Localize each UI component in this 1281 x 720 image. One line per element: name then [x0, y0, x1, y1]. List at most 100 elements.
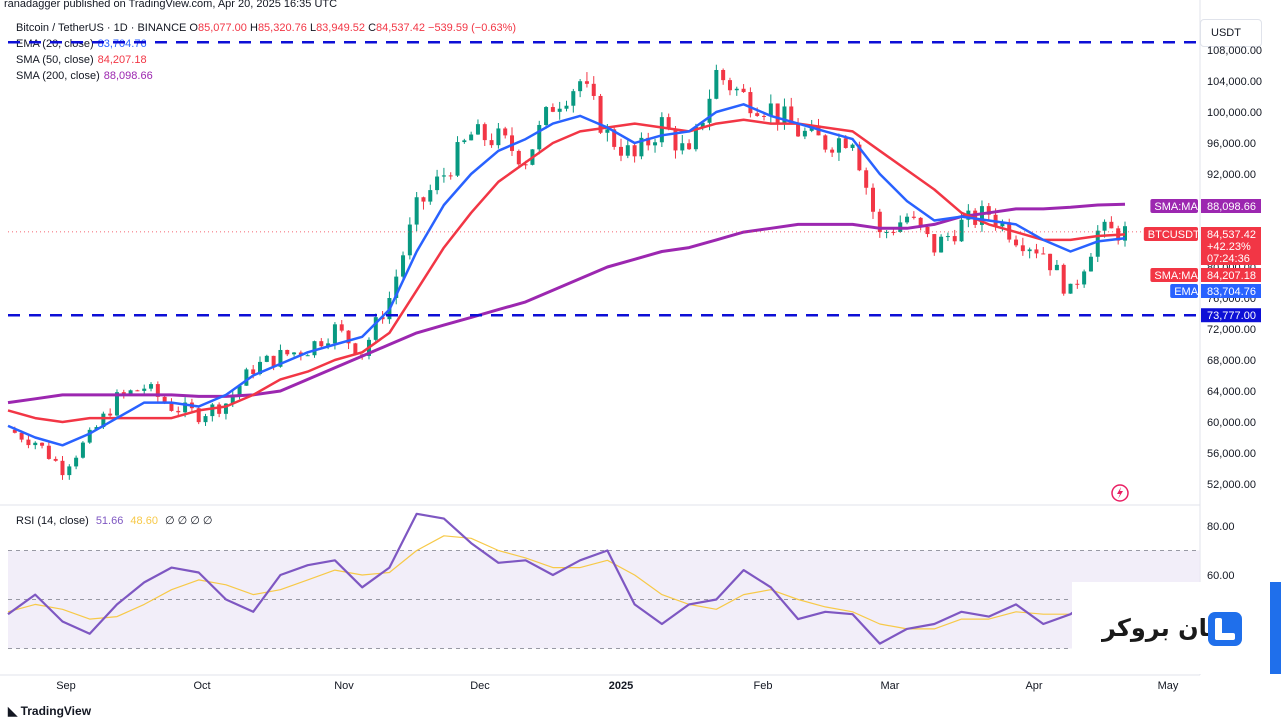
btcusdt-price-tag-value: 07:24:36 [1207, 253, 1250, 265]
candle-body [217, 404, 222, 414]
candle-body [1048, 253, 1053, 271]
candle-body [176, 410, 181, 413]
time-tick-label: May [1158, 680, 1179, 692]
candle-body [687, 143, 692, 150]
rsi-legend[interactable]: RSI (14, close) 51.66 48.60 ∅ ∅ ∅ ∅ [16, 515, 213, 527]
candle-body [203, 416, 208, 423]
candle-body [353, 343, 358, 355]
candle-body [496, 128, 501, 146]
candle-body [612, 129, 617, 147]
candle-body [1095, 230, 1100, 257]
sma200-price-tag-value: 88,098.66 [1207, 201, 1256, 213]
candle-body [319, 341, 324, 347]
btcusdt-price-tag-value-bg [1201, 227, 1261, 265]
candle-body [911, 216, 916, 218]
candle-body [939, 236, 944, 253]
candle-body [1123, 226, 1127, 241]
price-change: −539.59 (−0.63%) [428, 22, 517, 34]
candle-body [1068, 283, 1073, 294]
candle-body [230, 394, 235, 404]
time-tick-label: Dec [470, 680, 490, 692]
candle-body [857, 144, 862, 171]
candle-body [986, 206, 991, 215]
candle-body [135, 390, 140, 392]
candle-body [448, 175, 453, 177]
candle-body [101, 413, 106, 428]
candle-body [625, 145, 630, 156]
tradingview-logo-icon: ◣ [8, 704, 21, 718]
candle-body [789, 106, 794, 124]
alert-lightning-icon-ring [1111, 484, 1129, 502]
candle-body [510, 135, 515, 151]
rsi-tick-label: 80.00 [1207, 521, 1235, 533]
price-tick-label: 68,000.00 [1207, 355, 1256, 367]
candle-body [714, 69, 719, 99]
candle-body [455, 142, 460, 176]
candle-body [1075, 283, 1080, 285]
candle-body [571, 91, 576, 106]
legend-sma50[interactable]: SMA (50, close) 84,207.18 [16, 54, 147, 66]
sma200-price-tag: SMA:MA 88,098.66 [1150, 199, 1261, 213]
candle-body [428, 190, 433, 202]
candle-body [441, 175, 446, 177]
candle-body [802, 130, 807, 137]
time-tick-label: Oct [193, 680, 210, 692]
candle-body [258, 361, 263, 375]
candle-body [830, 149, 835, 153]
candle-body [162, 396, 167, 403]
tradingview-footer[interactable]: ◣ TradingView [8, 704, 92, 718]
candle-body [932, 234, 937, 253]
candle-body [755, 113, 760, 116]
candle-body [346, 330, 351, 344]
candle-body [67, 466, 72, 476]
candle-body [918, 217, 923, 227]
candle-body [666, 117, 671, 130]
candle-body [544, 107, 549, 125]
sma50-line [7, 118, 1126, 424]
candle-body [680, 143, 685, 151]
candle-body [80, 442, 85, 458]
candle-body [380, 317, 385, 320]
price-tick-label: 92,000.00 [1207, 169, 1256, 181]
candle-body [326, 343, 331, 347]
candle-body [394, 276, 399, 299]
candle-body [870, 187, 875, 212]
candles [12, 64, 1127, 480]
ohlc-low: L83,949.52 [309, 22, 365, 34]
candle-body [925, 226, 930, 235]
candle-body [768, 103, 773, 117]
support-level-tag-value: 73,777.00 [1207, 310, 1256, 322]
candle-body [707, 98, 712, 123]
candle-body [210, 404, 215, 417]
candle-body [223, 403, 228, 414]
candle-body [26, 439, 31, 446]
candle-body [149, 384, 154, 389]
candle-body [407, 224, 412, 256]
btcusdt-price-tag-name: BTCUSDT [1148, 229, 1200, 241]
publisher-line: ranadagger published on TradingView.com,… [4, 0, 338, 10]
candle-body [1000, 222, 1005, 227]
candle-body [469, 134, 474, 141]
candle-body [1034, 249, 1039, 254]
currency-selector[interactable]: USDT [1200, 19, 1262, 47]
candle-body [550, 107, 555, 112]
candle-body [264, 355, 269, 362]
candle-body [952, 236, 957, 242]
legend-sma200[interactable]: SMA (200, close) 88,098.66 [16, 70, 153, 82]
candle-body [605, 129, 610, 133]
candle-body [1020, 245, 1025, 252]
candle-body [114, 392, 119, 416]
sma200-price-tag-name: SMA:MA [1154, 201, 1198, 213]
candle-body [639, 137, 644, 157]
candle-body [414, 197, 419, 225]
candle-body [905, 216, 910, 223]
candle-body [475, 124, 480, 135]
candle-body [959, 219, 964, 242]
candle-body [278, 349, 283, 367]
sma200-price-tag-name-bg [1150, 199, 1198, 213]
candle-body [775, 103, 780, 123]
btcusdt-price-tag-value: 84,537.42 [1207, 229, 1256, 241]
candle-body [183, 402, 188, 413]
ema-price-tag-name-bg [1170, 284, 1198, 298]
